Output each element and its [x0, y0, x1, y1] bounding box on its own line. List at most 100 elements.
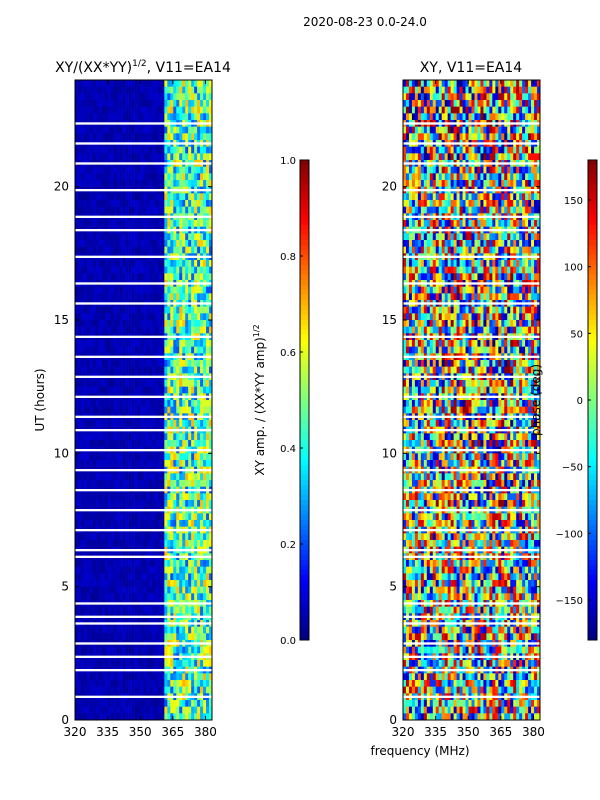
heatmap-cell [423, 93, 428, 101]
heatmap-cell [110, 626, 115, 634]
heatmap-cell [206, 673, 210, 681]
heatmap-cell [128, 106, 132, 114]
heatmap-cell [179, 573, 183, 581]
heatmap-cell [86, 500, 91, 507]
heatmap-cell [116, 680, 120, 687]
heatmap-cell [110, 660, 115, 667]
heatmap-cell [107, 673, 112, 681]
heatmap-cell [77, 80, 82, 87]
heatmap-cell [206, 86, 210, 94]
heatmap-cell [194, 440, 198, 447]
heatmap-cell [158, 686, 162, 694]
heatmap-cell [122, 360, 126, 367]
heatmap-cell [173, 126, 177, 134]
heatmap-cell [191, 126, 195, 134]
heatmap-cell [77, 173, 82, 181]
heatmap-cell [77, 680, 82, 687]
heatmap-cell [182, 660, 186, 667]
heatmap-cell [92, 246, 97, 254]
heatmap-cell [537, 86, 541, 94]
heatmap-cell [80, 173, 85, 181]
heatmap-cell [140, 580, 144, 587]
heatmap-cell [194, 386, 198, 394]
heatmap-cell [80, 86, 85, 94]
heatmap-cell [200, 306, 204, 314]
heatmap-cell [101, 326, 106, 334]
heatmap-cell [161, 266, 165, 274]
heatmap-cell [182, 233, 186, 241]
heatmap-cell [80, 360, 85, 367]
heatmap-cell [110, 513, 115, 521]
heatmap-cell [444, 106, 448, 114]
heatmap-cell [182, 406, 186, 414]
heatmap-cell [209, 180, 213, 187]
heatmap-cell [125, 440, 129, 447]
heatmap-cell [170, 320, 174, 327]
heatmap-cell [197, 646, 201, 654]
colorbar-segment [300, 355, 309, 361]
heatmap-cell [146, 153, 150, 161]
heatmap-cell [131, 540, 135, 547]
heatmap-cell [471, 93, 475, 101]
heatmap-cell [188, 386, 192, 394]
heatmap-cell [149, 346, 153, 354]
heatmap-cell [122, 286, 126, 294]
heatmap-cell [149, 220, 153, 227]
heatmap-cell [197, 513, 201, 521]
heatmap-cell [510, 93, 514, 101]
heatmap-cell [98, 286, 103, 294]
heatmap-cell [170, 200, 174, 207]
heatmap-cell [75, 706, 79, 714]
heatmap-cell [155, 513, 159, 521]
heatmap-cell [113, 240, 117, 247]
heatmap-cell [167, 366, 171, 374]
heatmap-cell [447, 133, 451, 141]
heatmap-cell [176, 380, 180, 387]
heatmap-cell [188, 593, 192, 601]
heatmap-cell [194, 406, 198, 414]
heatmap-cell [441, 133, 445, 141]
heatmap-cell [155, 713, 159, 721]
heatmap-cell [146, 686, 150, 694]
heatmap-cell [134, 580, 138, 587]
heatmap-cell [152, 560, 156, 567]
heatmap-cell [95, 473, 100, 481]
heatmap-cell [75, 80, 79, 87]
heatmap-cell [197, 460, 201, 467]
heatmap-cell [98, 200, 103, 207]
heatmap-cell [191, 86, 195, 94]
heatmap-cell [188, 340, 192, 347]
heatmap-cell [513, 106, 517, 114]
heatmap-cell [113, 473, 117, 481]
heatmap-cell [98, 440, 103, 447]
y-tick-label: 5 [61, 580, 69, 594]
heatmap-cell [77, 673, 82, 681]
heatmap-cell [110, 500, 115, 507]
heatmap-cell [89, 700, 94, 707]
heatmap-cell [197, 126, 201, 134]
heatmap-cell [167, 500, 171, 507]
heatmap-cell [173, 293, 177, 301]
colorbar-segment [300, 575, 309, 581]
heatmap-cell [113, 566, 117, 574]
heatmap-cell [116, 593, 120, 601]
heatmap-cell [423, 106, 428, 114]
heatmap-cell [77, 200, 82, 207]
heatmap-cell [191, 673, 195, 681]
heatmap-cell [110, 313, 115, 321]
heatmap-cell [176, 520, 180, 527]
heatmap-cell [77, 233, 82, 241]
heatmap-cell [179, 166, 183, 174]
heatmap-cell [194, 80, 198, 87]
heatmap-cell [519, 106, 523, 114]
heatmap-cell [510, 100, 514, 107]
heatmap-cell [119, 580, 123, 587]
heatmap-cell [176, 660, 180, 667]
heatmap-cell [113, 146, 117, 154]
heatmap-cell [149, 540, 153, 547]
flagged-row-gap [75, 395, 212, 398]
heatmap-cell [164, 580, 168, 587]
heatmap-cell [80, 266, 85, 274]
heatmap-cell [164, 233, 168, 241]
heatmap-cell [164, 646, 168, 654]
